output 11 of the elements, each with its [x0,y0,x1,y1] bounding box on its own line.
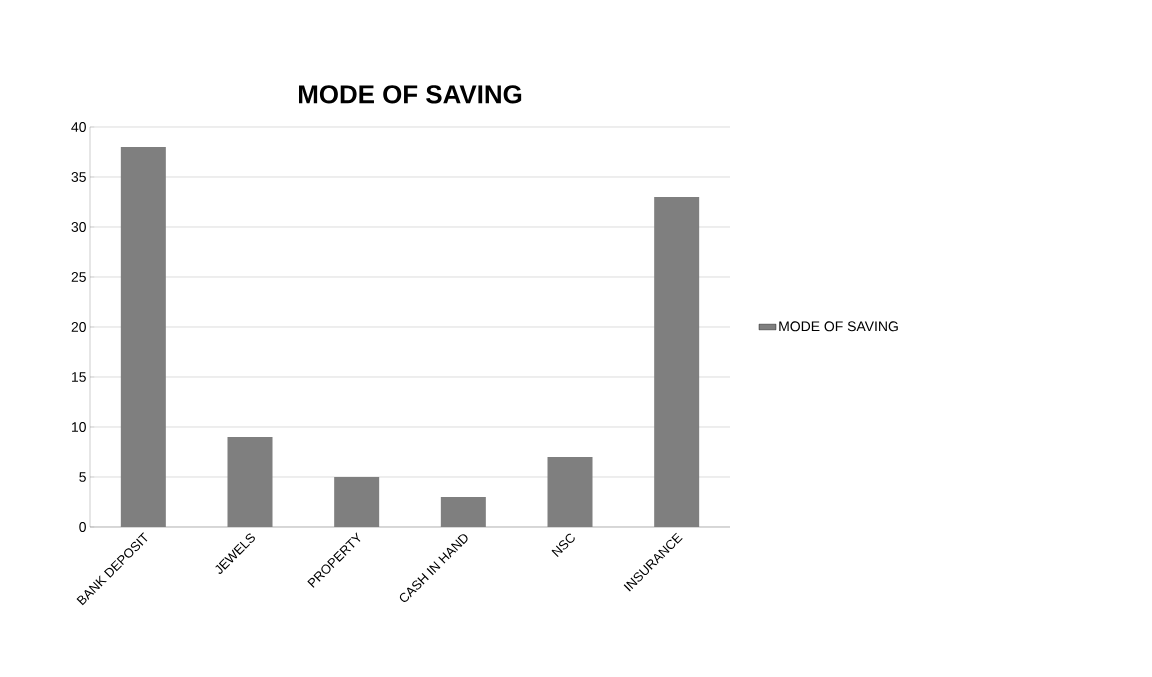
y-tick-label: 30 [71,222,86,232]
y-tick-label: 40 [71,122,86,132]
y-tick-label: 5 [79,472,86,482]
y-tick-label: 15 [72,372,86,382]
y-tick-label: 35 [71,172,86,182]
y-tick-label: 20 [71,322,86,332]
legend-label: MODE OF SAVING [779,321,898,332]
y-tick-label: 10 [72,422,86,432]
chart-title: MODE OF SAVING [299,85,522,104]
y-tick-label: 0 [79,522,86,532]
y-tick-label: 25 [71,272,86,282]
